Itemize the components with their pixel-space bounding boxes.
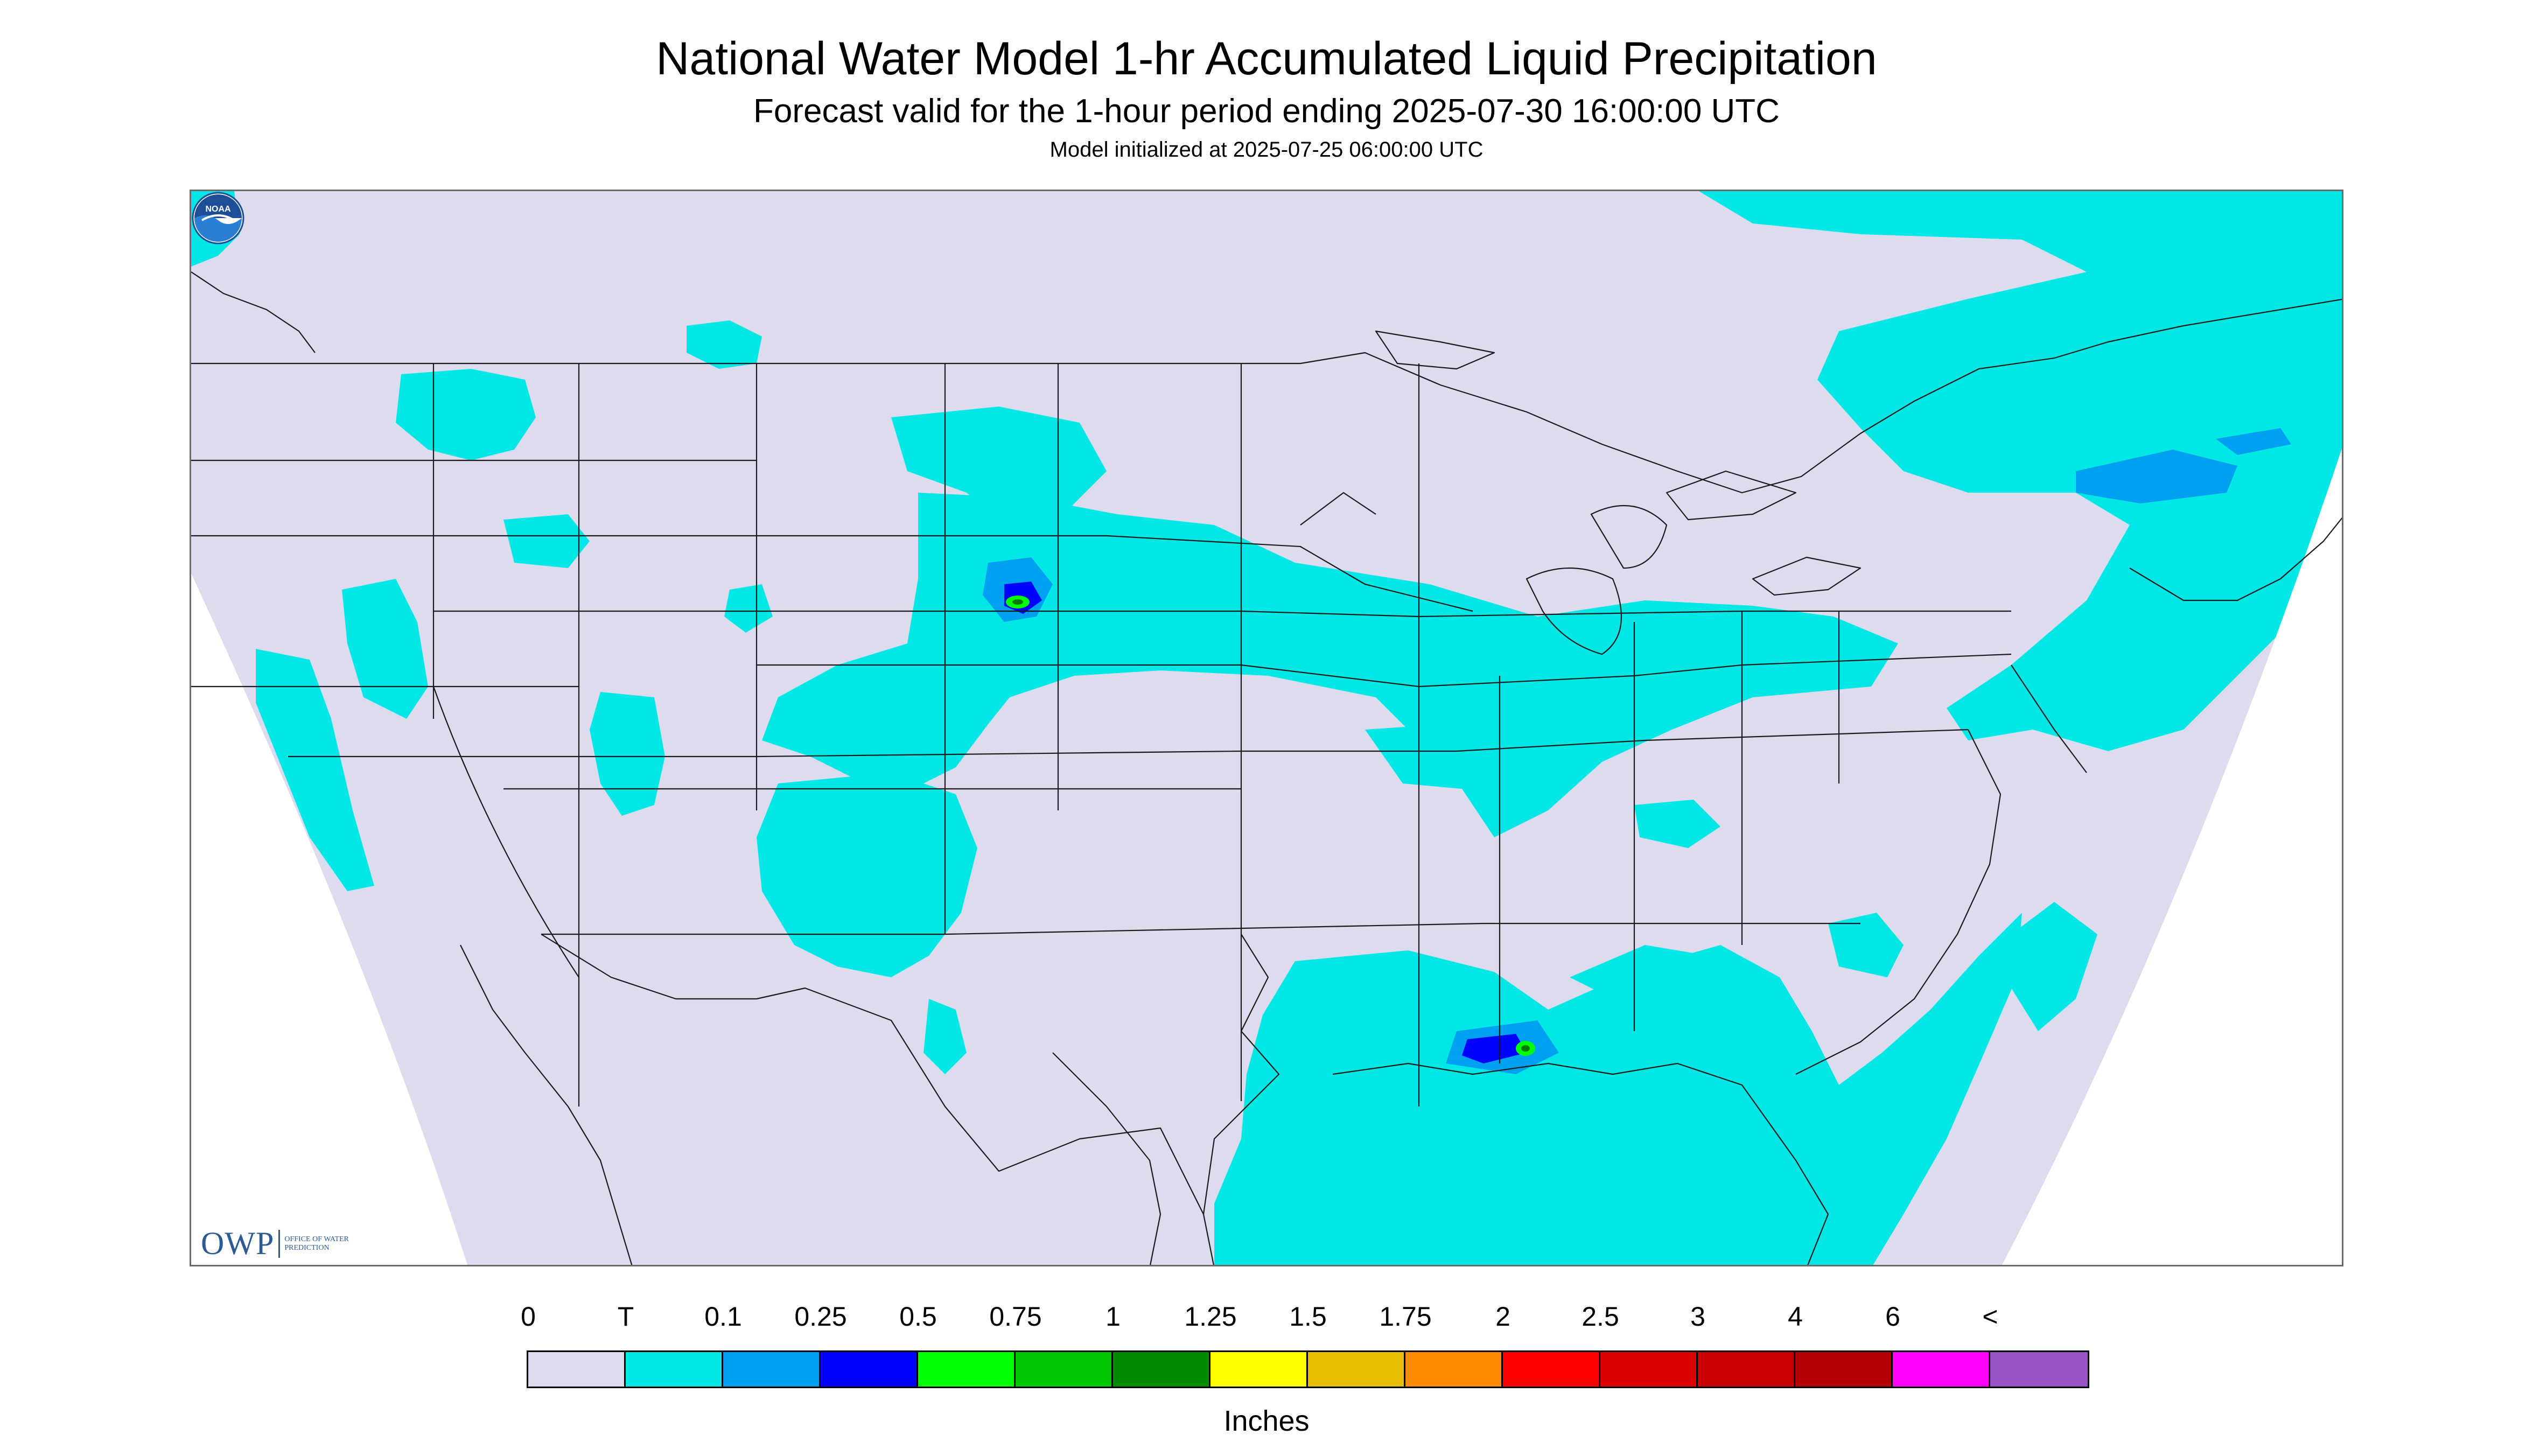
state-and-national-boundaries bbox=[191, 271, 2342, 1265]
legend-tick-label: 3 bbox=[1690, 1301, 1705, 1332]
legend-tick-label: 4 bbox=[1788, 1301, 1803, 1332]
legend-tick-label: 0.25 bbox=[794, 1301, 847, 1332]
svg-text:NOAA: NOAA bbox=[205, 205, 231, 214]
legend-labels: 0 T 0.1 0.25 0.5 0.75 1 1.25 1.5 1.75 2 2.5 3 4 6 < bbox=[0, 1303, 2533, 1335]
legend-tick-label: 6 bbox=[1885, 1301, 1900, 1332]
legend-swatch bbox=[723, 1352, 821, 1387]
legend-colorbar bbox=[527, 1350, 2089, 1388]
legend-swatch bbox=[821, 1352, 918, 1387]
map-canvas bbox=[191, 191, 2342, 1265]
owp-logo-divider bbox=[278, 1229, 281, 1258]
legend-swatch bbox=[1113, 1352, 1210, 1387]
legend-tick-label: 1.25 bbox=[1184, 1301, 1237, 1332]
legend-swatch bbox=[1795, 1352, 1893, 1387]
model-init-line: Model initialized at 2025-07-25 06:00:00… bbox=[1049, 138, 1484, 162]
heavy-precipitation-cores bbox=[983, 428, 2291, 1074]
map-subtitle: Forecast valid for the 1-hour period end… bbox=[753, 93, 1780, 130]
model-domain bbox=[191, 191, 2342, 1265]
legend-tick-label: 1.75 bbox=[1379, 1301, 1432, 1332]
legend-swatch bbox=[1016, 1352, 1113, 1387]
legend-tick-label: 0.5 bbox=[899, 1301, 937, 1332]
legend-tick-label: < bbox=[1982, 1301, 1998, 1332]
legend-swatch bbox=[1600, 1352, 1698, 1387]
map-title: National Water Model 1-hr Accumulated Li… bbox=[656, 33, 1877, 85]
legend-tick-label: 0.1 bbox=[704, 1301, 742, 1332]
legend-swatch bbox=[1308, 1352, 1405, 1387]
owp-logo-mark: OWP bbox=[201, 1226, 275, 1261]
legend-tick-label: 2 bbox=[1495, 1301, 1510, 1332]
legend-tick-label: 1.5 bbox=[1289, 1301, 1327, 1332]
owp-logo-text: OFFICE OF WATER PREDICTION bbox=[284, 1235, 349, 1252]
legend-tick-label: T bbox=[617, 1301, 634, 1332]
legend-swatch bbox=[1210, 1352, 1308, 1387]
legend-tick-label: 2.5 bbox=[1582, 1301, 1619, 1332]
legend-swatch bbox=[1503, 1352, 1600, 1387]
precipitation-map: OWP OFFICE OF WATER PREDICTION NOAA bbox=[190, 190, 2343, 1266]
legend-tick-label: 0 bbox=[521, 1301, 536, 1332]
legend-swatch bbox=[1405, 1352, 1503, 1387]
legend-swatch bbox=[1698, 1352, 1795, 1387]
noaa-logo: NOAA bbox=[192, 192, 244, 244]
legend-swatch bbox=[918, 1352, 1016, 1387]
legend-swatch bbox=[626, 1352, 723, 1387]
legend-swatch bbox=[1990, 1352, 2088, 1387]
legend-tick-label: 0.75 bbox=[989, 1301, 1042, 1332]
legend-units: Inches bbox=[1223, 1405, 1310, 1437]
legend-swatch bbox=[1893, 1352, 1990, 1387]
owp-logo: OWP OFFICE OF WATER PREDICTION bbox=[201, 1225, 349, 1262]
legend-swatch bbox=[528, 1352, 626, 1387]
legend-tick-label: 1 bbox=[1105, 1301, 1121, 1332]
